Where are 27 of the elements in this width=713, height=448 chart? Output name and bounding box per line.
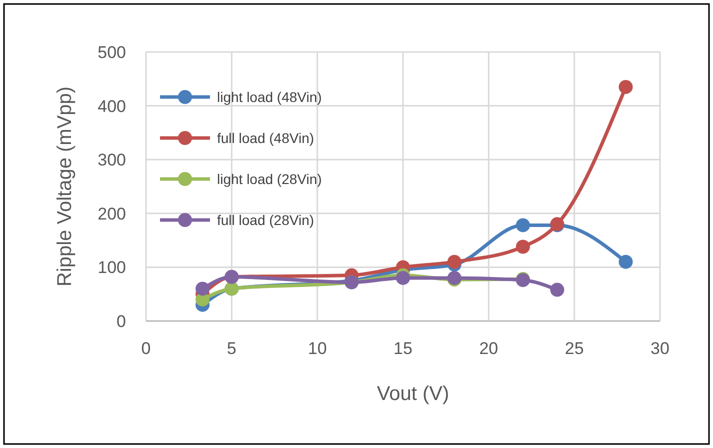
y-tick-label: 0 bbox=[116, 312, 126, 331]
y-tick-label: 200 bbox=[98, 204, 126, 224]
y-tick-label: 300 bbox=[98, 150, 126, 170]
point bbox=[618, 80, 633, 94]
y-axis-title: Ripple Voltage (mVpp) bbox=[54, 86, 76, 287]
point bbox=[618, 254, 633, 269]
point bbox=[396, 270, 410, 285]
x-tick-label: 25 bbox=[564, 339, 584, 358]
y-tick-label: 100 bbox=[98, 258, 126, 278]
x-tick-label: 5 bbox=[226, 339, 236, 358]
legend-label: light load (48Vin) bbox=[217, 89, 322, 105]
point bbox=[196, 282, 210, 296]
legend-label: light load (28Vin) bbox=[217, 171, 322, 187]
legend-label: full load (28Vin) bbox=[217, 212, 314, 228]
x-tick-label: 0 bbox=[141, 339, 151, 358]
y-tick-label: 500 bbox=[98, 43, 126, 62]
point bbox=[447, 254, 462, 269]
y-tick-label: 400 bbox=[98, 96, 126, 116]
x-tick-label: 10 bbox=[308, 339, 327, 358]
x-tick-label: 30 bbox=[650, 339, 670, 358]
x-tick-label: 20 bbox=[479, 339, 498, 358]
point bbox=[516, 240, 530, 254]
x-axis-title: Vout (V) bbox=[376, 383, 450, 405]
x-tick-label: 15 bbox=[394, 339, 412, 358]
point bbox=[516, 218, 530, 232]
point bbox=[550, 282, 564, 297]
legend-label: full load (48Vin) bbox=[217, 130, 314, 146]
